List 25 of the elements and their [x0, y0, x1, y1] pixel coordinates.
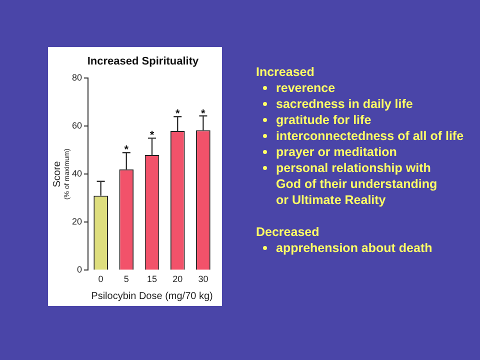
- annotation: *: [201, 108, 206, 120]
- text: gratitude for life: [276, 112, 372, 128]
- text: Decreased: [256, 224, 320, 240]
- y-tick-label: 20: [72, 216, 82, 227]
- annotation: *: [175, 108, 180, 120]
- annotation: *: [124, 144, 130, 156]
- x-tick-label: 30: [198, 274, 208, 284]
- y-tick-label: 60: [72, 120, 82, 131]
- text: apprehension about death: [276, 240, 434, 256]
- x-tick-label: 20: [172, 274, 183, 284]
- text: reverence: [276, 80, 336, 96]
- chart-title: Increased Spirituality: [87, 56, 200, 68]
- y-tick-label: 80: [72, 72, 82, 83]
- annotation: *: [150, 130, 155, 142]
- text: prayer or meditation: [276, 144, 398, 160]
- text: interconnectedness of all of life: [276, 128, 465, 144]
- y-tick-label: 0: [76, 264, 82, 275]
- x-tick-label: 5: [124, 274, 129, 284]
- x-tick-label: 0: [98, 274, 104, 284]
- text: personal relationship with God of their understanding or Ultimate Reality: [276, 160, 438, 208]
- text: Increased: [256, 64, 316, 80]
- x-axis-title: Psilocybin Dose (mg/70 kg): [91, 290, 213, 302]
- x-tick-label: 15: [147, 274, 158, 284]
- y-tick-label: 40: [72, 168, 82, 179]
- text: sacredness in daily life: [276, 96, 414, 112]
